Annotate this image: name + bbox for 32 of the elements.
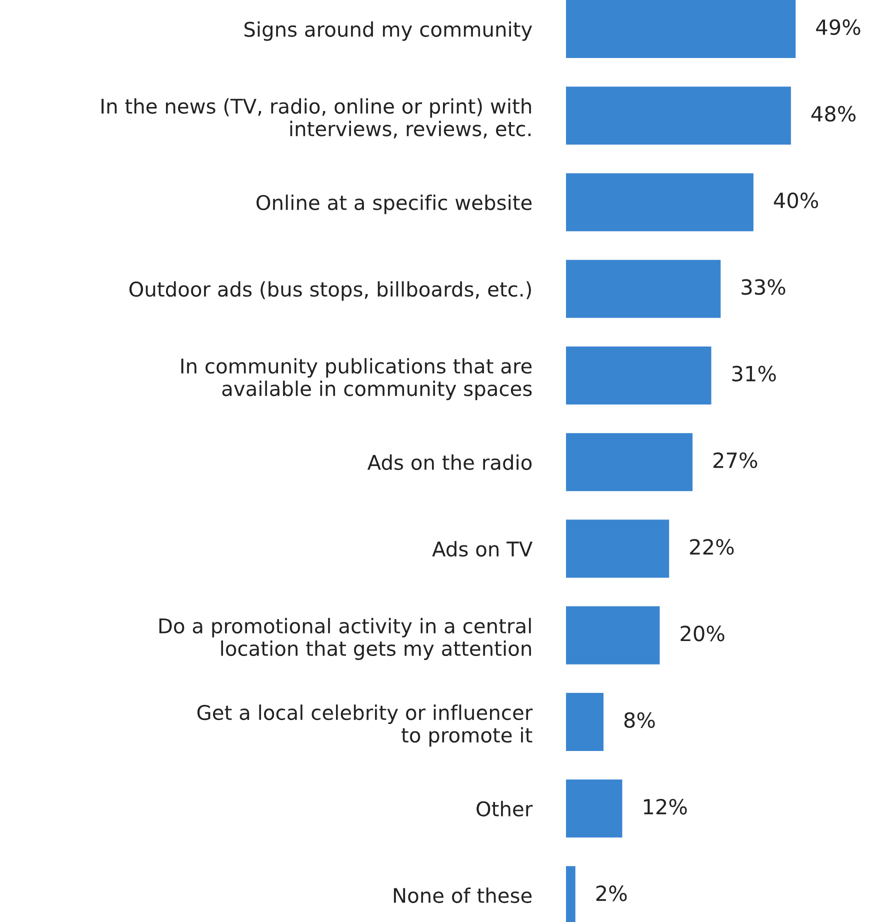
y-tick-label: Other: [476, 800, 533, 816]
y-tick-label: Signs around my community: [244, 21, 532, 41]
y-tick-label: Outdoor ads (bus stops, billboards, etc.): [129, 281, 531, 301]
data-label: 48%: [811, 106, 856, 122]
data-label: 12%: [644, 798, 687, 815]
y-tick-label: Do a promotional activity in a central location that gets my attention: [159, 618, 531, 660]
data-label: 40%: [774, 192, 818, 208]
bar: [566, 606, 660, 664]
y-tick-label: None of these: [394, 888, 532, 904]
bar: [566, 433, 693, 492]
bar: [566, 86, 791, 145]
data-label: 8%: [624, 712, 655, 728]
data-label: 49%: [816, 19, 860, 36]
bar: [566, 0, 796, 58]
bar: [566, 260, 721, 318]
y-tick-label: Get a local celebrity or influencer to promote it: [197, 704, 533, 747]
bar: [566, 346, 712, 404]
y-tick-label: Ads on TV: [432, 541, 533, 557]
y-tick-label: Online at a specific website: [256, 194, 532, 214]
bar: [566, 520, 670, 578]
y-tick-label: Ads on the radio: [367, 454, 532, 470]
y-tick-label: In the news (TV, radio, online or print) with interviews, reviews, etc.: [102, 98, 531, 138]
data-label: 22%: [690, 538, 734, 555]
data-label: 31%: [732, 366, 776, 382]
y-tick-label: In community publications that are available in community spaces: [181, 358, 532, 400]
data-label: 2%: [596, 885, 627, 902]
data-label: 33%: [742, 279, 786, 295]
data-label: 27%: [714, 452, 758, 468]
bar: [566, 692, 604, 751]
bar: [566, 173, 754, 232]
data-label: 20%: [680, 626, 724, 642]
bar: [566, 780, 622, 838]
